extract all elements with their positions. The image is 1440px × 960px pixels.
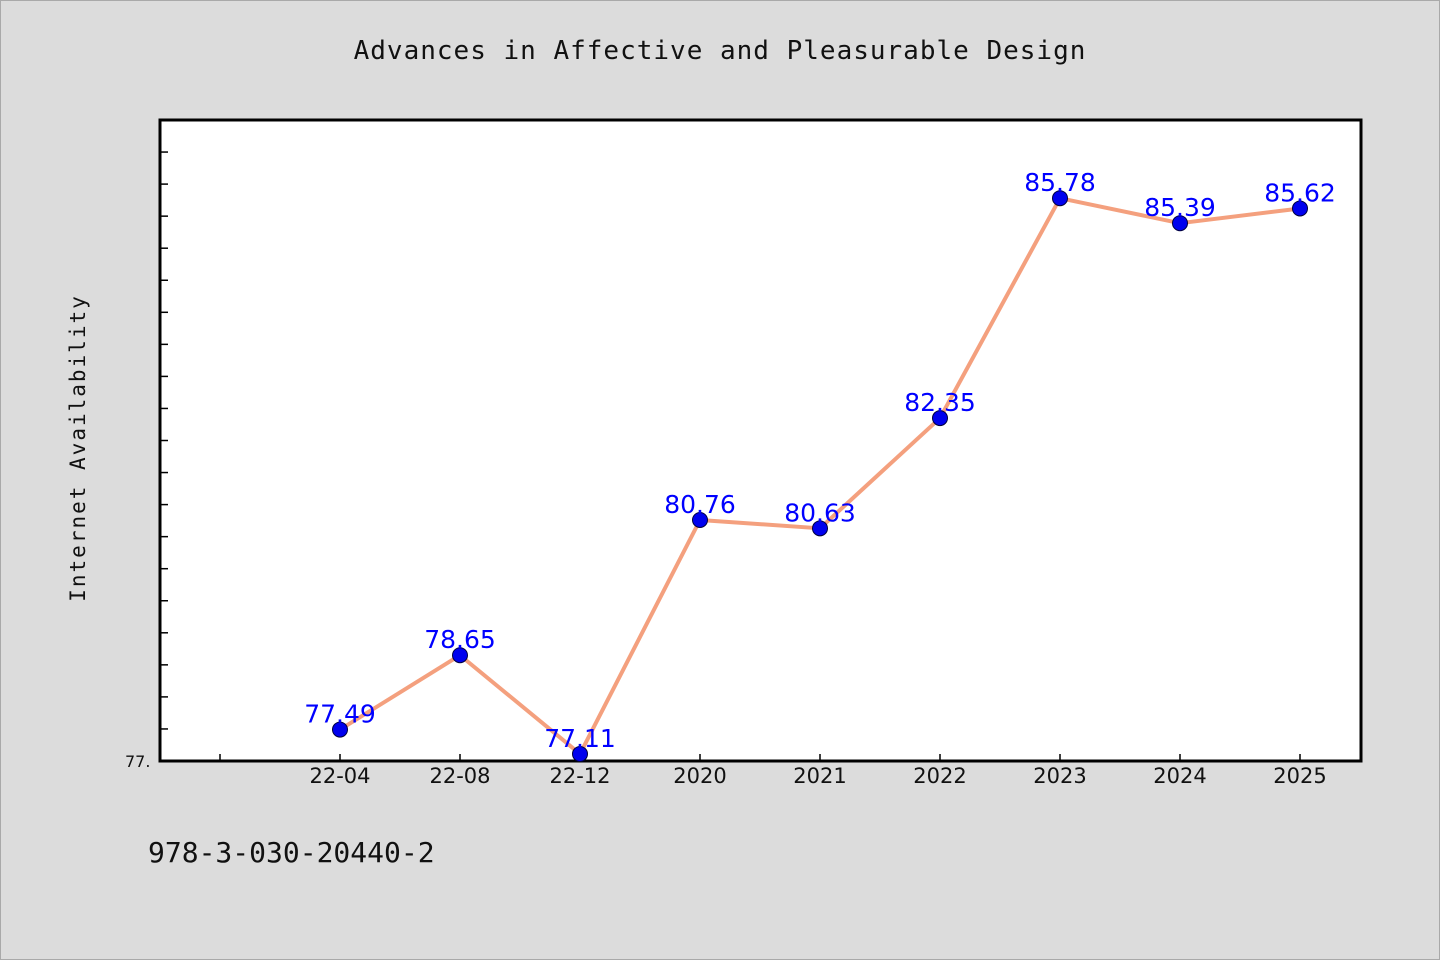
x-tick-label: 2025 (1273, 764, 1326, 788)
data-label: 85.62 (1264, 178, 1336, 207)
x-tick-label: 2023 (1033, 764, 1086, 788)
data-point (332, 721, 348, 738)
data-point (572, 745, 588, 762)
x-tick-label: 22-08 (429, 764, 490, 788)
footer-isbn: 978-3-030-20440-2 (148, 836, 435, 869)
data-point (932, 410, 948, 427)
data-label: 85.78 (1024, 168, 1096, 197)
x-axis-ticks: 22-04 22-08 22-12 2020 2021 2022 2023 2024 2025 (219, 754, 1327, 788)
data-markers (332, 190, 1308, 762)
x-tick-label: 2020 (673, 764, 726, 788)
data-point (812, 520, 828, 537)
y-axis-min-label: 77. (125, 752, 150, 771)
data-label: 82.35 (904, 388, 976, 417)
x-tick-label: 2022 (913, 764, 966, 788)
x-tick-label: 22-12 (549, 764, 610, 788)
data-point (452, 647, 468, 664)
data-label: 80.76 (664, 490, 736, 519)
plot-area (158, 118, 1363, 763)
data-label: 78.65 (424, 625, 496, 654)
x-tick-label: 2021 (793, 764, 846, 788)
data-point (692, 511, 708, 528)
data-point (1052, 190, 1068, 207)
x-tick-label: 22-04 (309, 764, 370, 788)
data-point (1172, 215, 1188, 232)
x-tick-label: 2024 (1153, 764, 1206, 788)
data-labels: 77.49 78.65 77.11 80.76 80.63 82.35 85.78 85.39… (304, 168, 1336, 753)
y-axis-ticks (160, 119, 168, 762)
data-label: 80.63 (784, 498, 856, 527)
data-label: 77.11 (544, 724, 616, 753)
chart-title: Advances in Affective and Pleasurable De… (353, 36, 1087, 66)
data-label: 85.39 (1144, 193, 1216, 222)
data-point (1292, 200, 1308, 217)
data-label: 77.49 (304, 700, 376, 729)
